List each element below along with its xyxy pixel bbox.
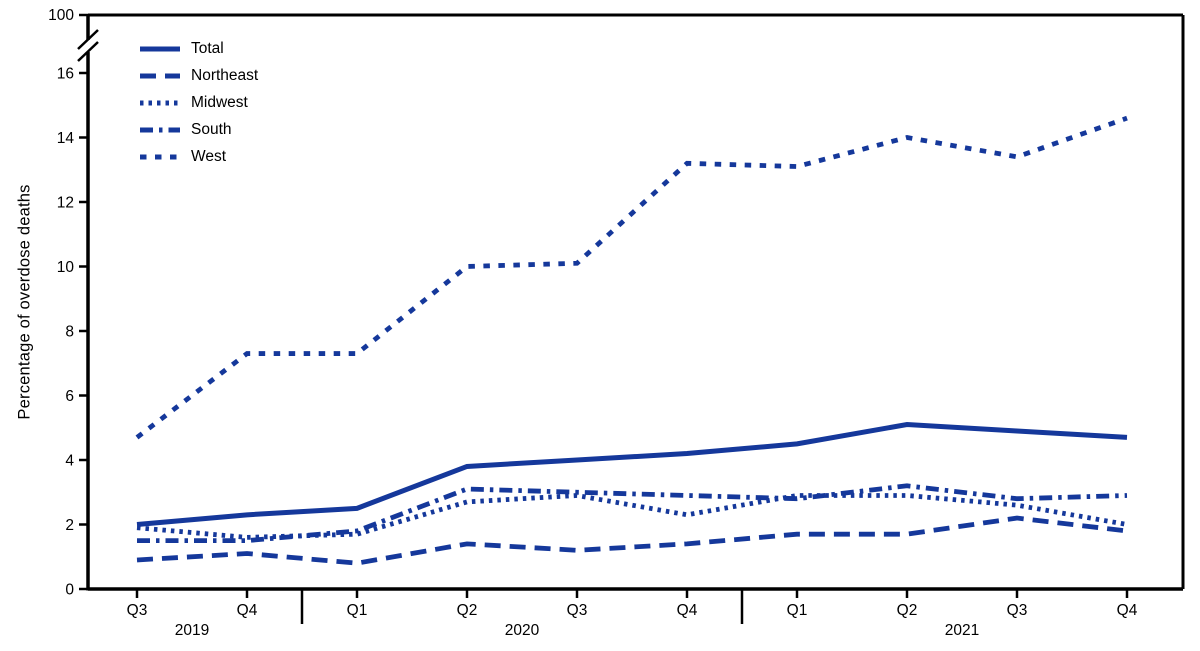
legend-item-midwest: Midwest [140, 89, 258, 116]
legend-item-total: Total [140, 35, 258, 62]
axis-break-slash [77, 29, 99, 50]
series-line-south [137, 483, 1128, 544]
legend-label-northeast: Northeast [191, 66, 259, 84]
axis-break-slash [77, 41, 99, 62]
y-tick-label-100: 100 [48, 7, 74, 24]
legend-item-northeast: Northeast [140, 62, 258, 89]
west-line-swatch [140, 154, 180, 159]
y-tick-label: 0 [65, 582, 74, 599]
x-tick-label: Q4 [1117, 602, 1138, 619]
legend: Total Northeast Midwest South West [140, 35, 258, 170]
x-tick-label: Q4 [237, 602, 258, 619]
south-line-swatch [140, 127, 180, 132]
midwest-line-swatch [140, 100, 180, 105]
y-tick-label: 6 [65, 388, 74, 405]
legend-label-midwest: Midwest [191, 93, 248, 111]
y-tick-label: 2 [65, 517, 74, 534]
year-label: 2020 [505, 622, 540, 639]
y-tick-label: 10 [57, 259, 75, 276]
northeast-line-swatch [140, 73, 180, 78]
legend-label-south: South [191, 120, 232, 138]
y-tick-label: 14 [57, 130, 75, 147]
legend-label-total: Total [191, 39, 224, 57]
x-tick-label: Q3 [127, 602, 148, 619]
series-line-northeast [136, 515, 1128, 566]
y-axis-title: Percentage of overdose deaths [15, 184, 34, 420]
legend-label-west: West [191, 147, 227, 165]
x-tick-label: Q1 [347, 602, 368, 619]
legend-item-south: South [140, 116, 258, 143]
y-tick-label: 8 [65, 324, 74, 341]
x-tick-label: Q2 [897, 602, 918, 619]
series-line-total [136, 422, 1128, 527]
total-line-swatch [140, 46, 180, 51]
x-tick-label: Q1 [787, 602, 808, 619]
x-tick-label: Q2 [457, 602, 478, 619]
x-tick-label: Q3 [1007, 602, 1028, 619]
y-tick-label: 4 [65, 453, 74, 470]
legend-item-west: West [140, 143, 258, 170]
year-label: 2019 [175, 622, 209, 639]
series-line-midwest [136, 493, 1128, 540]
series-line-west [135, 115, 1128, 440]
year-label: 2021 [945, 622, 979, 639]
x-tick-label: Q3 [567, 602, 588, 619]
y-tick-label: 12 [57, 195, 74, 212]
y-tick-label: 16 [57, 66, 74, 83]
x-tick-label: Q4 [677, 602, 698, 619]
